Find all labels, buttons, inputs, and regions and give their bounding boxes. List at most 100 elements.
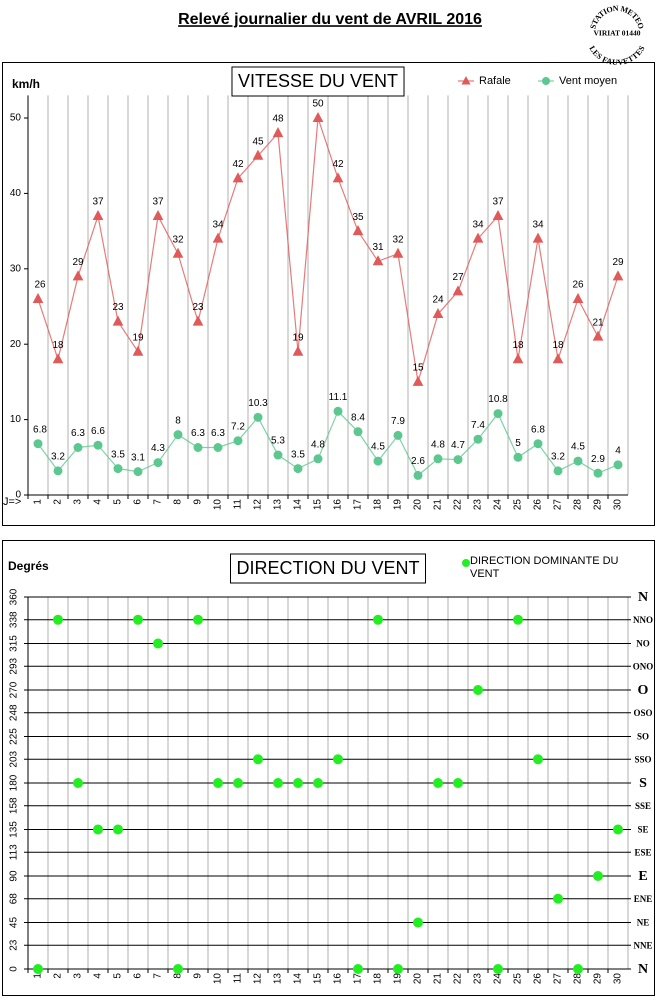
x-tick-label: 8 xyxy=(173,973,184,979)
data-label: 5 xyxy=(515,438,521,449)
x-tick-label: 21 xyxy=(433,973,444,985)
x-tick-label: 4 xyxy=(93,973,104,979)
point xyxy=(153,638,163,649)
marker-triangle xyxy=(152,209,164,221)
data-label: 21 xyxy=(592,317,604,328)
marker-triangle xyxy=(72,270,84,281)
y2-tick-label: OSO xyxy=(633,708,652,718)
x-tick-label: 7 xyxy=(153,499,164,505)
y-tick-label: 135 xyxy=(9,821,20,838)
chart-frame xyxy=(2,62,655,526)
x-tick-label: 11 xyxy=(233,499,244,510)
marker-circle xyxy=(73,443,83,453)
data-label: 35 xyxy=(352,212,364,223)
point xyxy=(193,614,203,625)
data-label: 34 xyxy=(472,219,484,230)
marker-triangle xyxy=(312,111,324,123)
y2-tick-label: SSE xyxy=(635,801,651,811)
marker-triangle xyxy=(552,353,564,364)
data-label: 32 xyxy=(392,234,404,245)
x-tick-label: 11 xyxy=(233,973,244,984)
y-tick-label: 180 xyxy=(9,774,20,791)
data-label: 4.3 xyxy=(151,443,165,454)
y-tick-label: 30 xyxy=(10,263,22,274)
marker-circle xyxy=(353,427,363,437)
x-tick-label: 9 xyxy=(193,499,204,505)
data-label: 10.3 xyxy=(248,398,268,409)
y2-tick-label: NNE xyxy=(633,940,652,950)
point xyxy=(353,964,363,974)
data-label: 7.2 xyxy=(231,421,245,432)
x-tick-label: 13 xyxy=(273,973,284,985)
point xyxy=(373,614,383,625)
data-label: 48 xyxy=(272,114,284,125)
marker-circle xyxy=(213,443,223,453)
point xyxy=(473,685,483,695)
data-label: 31 xyxy=(372,242,384,253)
legend-marker xyxy=(461,76,471,85)
marker-triangle xyxy=(352,225,364,236)
x-tick-label: 26 xyxy=(533,973,544,985)
y2-tick-label: SSO xyxy=(634,754,651,764)
data-label: 5.3 xyxy=(271,436,285,447)
x-tick-label: 5 xyxy=(113,499,124,505)
point xyxy=(613,824,623,835)
y-tick-label: 203 xyxy=(9,750,20,767)
x-tick-label: 3 xyxy=(73,499,84,505)
marker-triangle xyxy=(532,232,544,243)
marker-circle xyxy=(453,455,463,465)
stamp-top-text: STATION METEO xyxy=(588,4,646,30)
data-label: 6.8 xyxy=(33,424,47,435)
data-label: 6.8 xyxy=(531,424,545,435)
x-tick-label: 18 xyxy=(373,973,384,985)
chart-title: DIRECTION DU VENT xyxy=(236,558,419,578)
data-label: 18 xyxy=(512,340,524,351)
data-label: 29 xyxy=(72,257,84,268)
y2-tick-label: N xyxy=(638,962,648,977)
marker-triangle xyxy=(512,353,524,364)
y-tick-label: 0 xyxy=(9,966,20,972)
marker-triangle xyxy=(452,285,464,296)
x-tick-label: 9 xyxy=(193,973,204,979)
x-tick-label: 10 xyxy=(213,973,224,985)
marker-triangle xyxy=(372,255,384,266)
marker-circle xyxy=(133,467,143,477)
point xyxy=(253,754,263,765)
x-tick-label: 25 xyxy=(513,973,524,985)
y2-tick-label: O xyxy=(638,683,649,698)
y-tick-label: 10 xyxy=(10,414,22,425)
data-label: 6.3 xyxy=(191,428,205,439)
marker-circle xyxy=(193,443,203,453)
marker-triangle xyxy=(292,345,304,356)
x-tick-label: 25 xyxy=(513,499,524,511)
marker-triangle xyxy=(332,172,344,183)
stamp-bottom-text: LES FAUVETTES xyxy=(588,44,647,67)
data-label: 42 xyxy=(332,159,344,170)
data-label: 6.3 xyxy=(211,428,225,439)
data-label: 34 xyxy=(532,219,544,230)
y-tick-label: 293 xyxy=(9,657,20,674)
point xyxy=(593,871,603,881)
data-label: 8.4 xyxy=(351,412,365,423)
stamp-top: STATION METEO xyxy=(588,4,646,30)
data-label: 3.1 xyxy=(131,452,145,463)
marker-circle xyxy=(33,439,43,449)
y-axis-label: Degrés xyxy=(8,559,49,573)
x-tick-label: 20 xyxy=(413,499,424,511)
x-tick-label: 30 xyxy=(613,973,624,985)
y-tick-label: 68 xyxy=(9,893,20,905)
x-tick-label: 5 xyxy=(113,973,124,979)
x-tick-label: 1 xyxy=(33,499,44,505)
data-label: 4.5 xyxy=(371,442,385,453)
point xyxy=(533,754,543,765)
data-label: 29 xyxy=(612,257,624,268)
point xyxy=(273,778,283,788)
x-tick-label: 13 xyxy=(273,499,284,511)
point xyxy=(293,778,303,788)
marker-circle xyxy=(573,456,583,466)
y-tick-label: 360 xyxy=(9,588,20,605)
marker-triangle xyxy=(232,172,244,183)
marker-triangle xyxy=(212,232,224,243)
data-label: 7.9 xyxy=(391,416,405,427)
data-label: 45 xyxy=(252,136,264,147)
